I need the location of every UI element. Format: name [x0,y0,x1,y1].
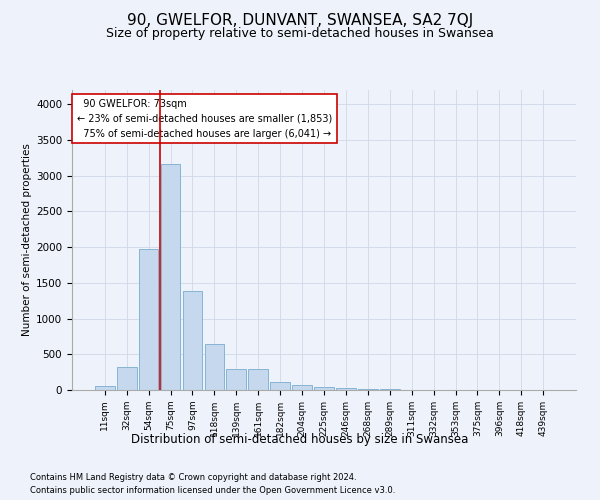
Bar [95,386,115,390]
Bar [336,388,356,390]
Bar [270,382,290,390]
Bar [182,290,202,390]
Bar [248,370,268,390]
Bar [139,249,158,390]
Bar [161,164,181,390]
Text: 90, GWELFOR, DUNVANT, SWANSEA, SA2 7QJ: 90, GWELFOR, DUNVANT, SWANSEA, SA2 7QJ [127,12,473,28]
Text: Size of property relative to semi-detached houses in Swansea: Size of property relative to semi-detach… [106,28,494,40]
Text: Distribution of semi-detached houses by size in Swansea: Distribution of semi-detached houses by … [131,432,469,446]
Bar [314,387,334,390]
Bar [117,367,137,390]
Bar [292,386,312,390]
Bar [226,368,246,390]
Text: Contains public sector information licensed under the Open Government Licence v3: Contains public sector information licen… [30,486,395,495]
Text: 90 GWELFOR: 73sqm
← 23% of semi-detached houses are smaller (1,853)
  75% of sem: 90 GWELFOR: 73sqm ← 23% of semi-detached… [77,99,332,138]
Text: Contains HM Land Registry data © Crown copyright and database right 2024.: Contains HM Land Registry data © Crown c… [30,472,356,482]
Y-axis label: Number of semi-detached properties: Number of semi-detached properties [22,144,32,336]
Bar [205,344,224,390]
